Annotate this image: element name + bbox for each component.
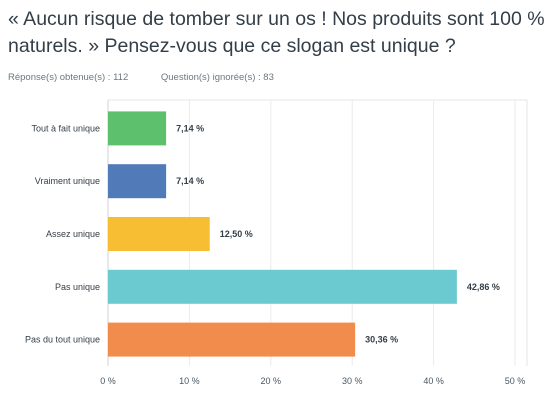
value-label: 42,86 %: [467, 282, 500, 292]
bar: [108, 322, 356, 357]
value-label: 30,36 %: [365, 335, 398, 345]
category-label: Tout à fait unique: [31, 123, 100, 133]
value-label: 7,14 %: [176, 176, 204, 186]
value-label: 7,14 %: [176, 123, 204, 133]
question-title: « Aucun risque de tomber sur un os ! Nos…: [8, 8, 545, 57]
answered-count: Réponse(s) obtenue(s) : 112: [8, 72, 129, 83]
x-tick-label: 50 %: [505, 376, 526, 386]
skipped-count: Question(s) ignorée(s) : 83: [160, 72, 274, 83]
bar: [108, 217, 210, 251]
x-tick-label: 10 %: [179, 376, 200, 386]
category-label: Assez unique: [46, 229, 100, 239]
category-label: Vraiment unique: [35, 176, 100, 186]
bar: [108, 111, 167, 146]
x-tick-label: 40 %: [423, 376, 444, 386]
category-label: Pas du tout unique: [25, 335, 100, 345]
category-label: Pas unique: [55, 282, 100, 292]
value-label: 12,50 %: [220, 229, 253, 239]
bar: [108, 164, 167, 199]
x-tick-label: 20 %: [261, 376, 282, 386]
x-tick-label: 30 %: [342, 376, 363, 386]
response-stats: Réponse(s) obtenue(s) : 112 Question(s) …: [8, 72, 274, 83]
x-tick-label: 0 %: [100, 376, 116, 386]
bar: [108, 269, 457, 304]
